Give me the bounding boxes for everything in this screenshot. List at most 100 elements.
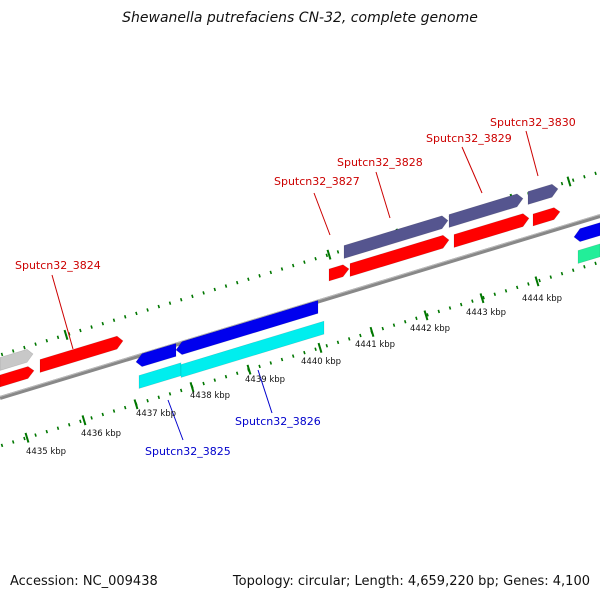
inner-tick xyxy=(90,416,93,420)
gene-sputcn32-3829-track xyxy=(448,193,524,228)
outer-tick xyxy=(235,280,239,285)
inner-tick xyxy=(269,361,273,365)
label-leaders xyxy=(51,130,539,441)
inner-tick xyxy=(157,395,161,400)
scale-label: 4437 kbp xyxy=(136,409,176,419)
outer-tick xyxy=(224,284,228,288)
outer-tick xyxy=(258,274,261,278)
inner-tick-major xyxy=(133,399,139,410)
scale-label: 4439 kbp xyxy=(245,375,285,385)
inner-tick-major xyxy=(189,382,195,393)
inner-tick xyxy=(347,337,351,341)
gene-label-forward: Sputcn32_3828 xyxy=(337,156,423,169)
outer-tick xyxy=(79,328,82,333)
inner-tick xyxy=(392,323,396,327)
topology-summary: Topology: circular; Length: 4,659,220 bp… xyxy=(232,574,590,589)
inner-tick xyxy=(101,412,105,417)
gene-sputcn32-3826 xyxy=(175,300,319,356)
outer-tick xyxy=(56,335,60,340)
inner-tick xyxy=(303,350,306,355)
outer-tick xyxy=(112,318,116,322)
gene-label-forward: Sputcn32_3830 xyxy=(490,116,576,129)
outer-tick xyxy=(168,301,172,305)
inner-tick xyxy=(280,357,284,362)
inner-tick xyxy=(403,319,407,324)
inner-tick xyxy=(123,405,127,410)
outer-tick xyxy=(325,253,329,258)
accession-text: Accession: NC_009438 xyxy=(10,574,158,589)
leader-line xyxy=(51,274,74,350)
outer-tick xyxy=(336,250,340,254)
scale-label: 4440 kbp xyxy=(301,357,341,367)
gene-red-left xyxy=(0,366,35,388)
outer-tick xyxy=(213,287,217,292)
gene-sputcn32-3829 xyxy=(453,213,530,248)
backbone-highlight xyxy=(0,214,600,397)
scale-labels: 4435 kbp 4436 kbp 4437 kbp 4438 kbp 4439 kbp… xyxy=(26,294,562,457)
scale-label: 4441 kbp xyxy=(355,340,395,350)
outer-tick xyxy=(45,338,49,343)
inner-tick xyxy=(560,271,564,276)
inner-tick xyxy=(381,326,385,331)
inner-tick-major xyxy=(479,293,485,304)
outer-tick xyxy=(280,267,284,271)
outer-tick xyxy=(191,294,194,299)
inner-tick xyxy=(482,295,485,300)
outer-tick xyxy=(135,311,138,316)
inner-tick xyxy=(213,378,217,382)
gene-sputcn32-3826-track xyxy=(180,320,325,378)
inner-tick xyxy=(459,302,463,307)
inner-tick xyxy=(583,265,586,269)
inner-tick xyxy=(224,374,228,379)
outer-tick xyxy=(157,304,161,309)
inner-tick xyxy=(258,364,261,369)
inner-tick xyxy=(325,344,329,348)
inner-tick xyxy=(45,429,49,434)
outer-tick xyxy=(594,171,597,176)
outer-tick xyxy=(23,345,26,350)
map-title: Shewanella putrefaciens CN-32, complete … xyxy=(122,10,478,26)
outer-tick xyxy=(146,308,149,312)
scale-label: 4438 kbp xyxy=(190,391,230,401)
inner-tick xyxy=(415,316,418,321)
gene-label-forward: Sputcn32_3829 xyxy=(426,132,512,145)
inner-tick xyxy=(448,306,452,310)
outer-tick xyxy=(291,263,295,268)
inner-tick xyxy=(571,268,575,272)
gene-blue-right xyxy=(573,222,600,243)
inner-tick xyxy=(79,419,82,424)
inner-tick-major xyxy=(369,326,375,337)
inner-tick xyxy=(471,299,474,303)
outer-tick xyxy=(0,352,4,357)
inner-tick xyxy=(515,285,519,290)
gene-sputcn32-3825 xyxy=(135,342,177,368)
leader-line xyxy=(375,171,391,219)
outer-tick-major xyxy=(566,176,572,187)
gene-sputcn32-3824 xyxy=(39,335,124,373)
gene-sputcn32-3830 xyxy=(532,207,561,227)
leader-line xyxy=(525,130,539,177)
scale-label: 4442 kbp xyxy=(410,324,450,334)
outer-tick xyxy=(269,270,273,275)
outer-tick xyxy=(314,256,317,261)
outer-tick xyxy=(11,349,15,353)
inner-tick xyxy=(314,347,317,351)
inner-tick xyxy=(235,371,239,376)
scale-label: 4436 kbp xyxy=(81,429,121,439)
outer-tick xyxy=(179,297,183,302)
inner-tick xyxy=(538,278,541,283)
inner-tick xyxy=(359,333,362,338)
leader-line xyxy=(167,399,184,441)
leader-line xyxy=(313,192,331,236)
inner-tick xyxy=(11,440,15,444)
inner-tick xyxy=(437,309,441,314)
inner-tick xyxy=(67,423,71,427)
inner-tick xyxy=(146,398,149,403)
inner-tick xyxy=(549,275,553,279)
outer-tick xyxy=(247,277,250,282)
gene-label-forward: Sputcn32_3824 xyxy=(15,259,101,272)
inner-tick xyxy=(112,409,116,413)
inner-tick-major xyxy=(317,342,323,353)
gene-sputcn32-3827 xyxy=(328,264,350,282)
